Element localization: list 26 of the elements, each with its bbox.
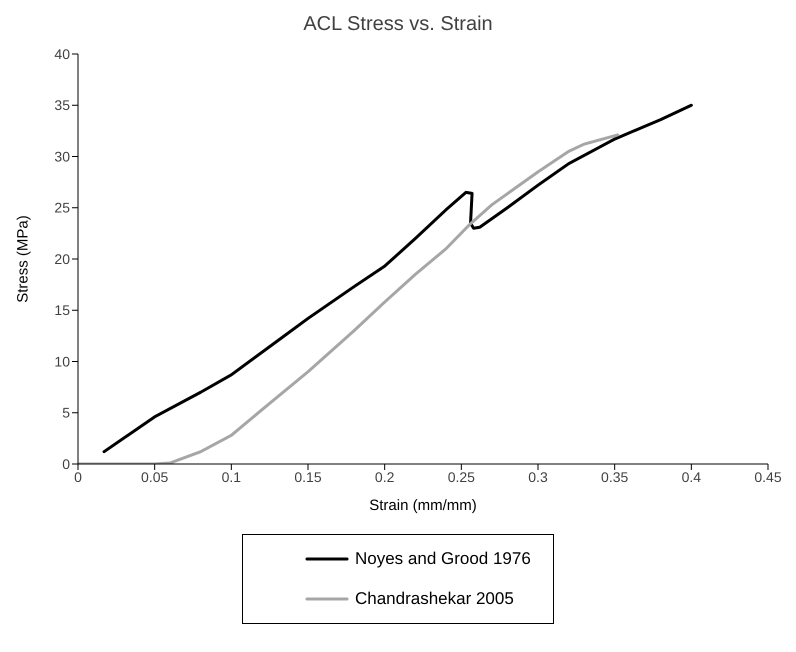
chart-title: ACL Stress vs. Strain	[302, 12, 494, 37]
x-tick-label: 0.25	[448, 468, 476, 485]
y-tick-label: 0	[62, 456, 70, 472]
y-tick-label: 5	[62, 404, 70, 421]
x-tick-label: 0.35	[601, 468, 629, 485]
y-tick-label: 40	[54, 46, 70, 62]
x-tick-label: 0.15	[294, 468, 322, 485]
x-tick-label: 0.1	[222, 468, 242, 485]
x-axis-title: Strain (mm/mm)	[369, 497, 477, 514]
line-series	[102, 104, 693, 454]
legend-label: Noyes and Grood 1976	[355, 549, 531, 569]
y-axis-title: Stress (MPa)	[14, 215, 32, 303]
y-tick-label: 25	[54, 200, 70, 216]
x-tick-label: 0.4	[682, 468, 702, 485]
y-tick-label: 10	[54, 353, 70, 370]
x-tick-label: 0.2	[374, 468, 395, 485]
y-tick-label: 20	[54, 250, 70, 267]
y-tick-label: 35	[54, 97, 70, 114]
x-tick-label: 0.45	[754, 468, 782, 485]
legend-label: Chandrashekar 2005	[355, 589, 514, 609]
line-series	[78, 133, 620, 464]
y-tick-label: 15	[54, 302, 70, 318]
x-tick-label: 0.05	[141, 468, 169, 485]
y-tick-label: 30	[54, 148, 70, 164]
x-tick-label: 0.3	[528, 468, 548, 485]
x-tick-label: 0	[74, 468, 82, 485]
